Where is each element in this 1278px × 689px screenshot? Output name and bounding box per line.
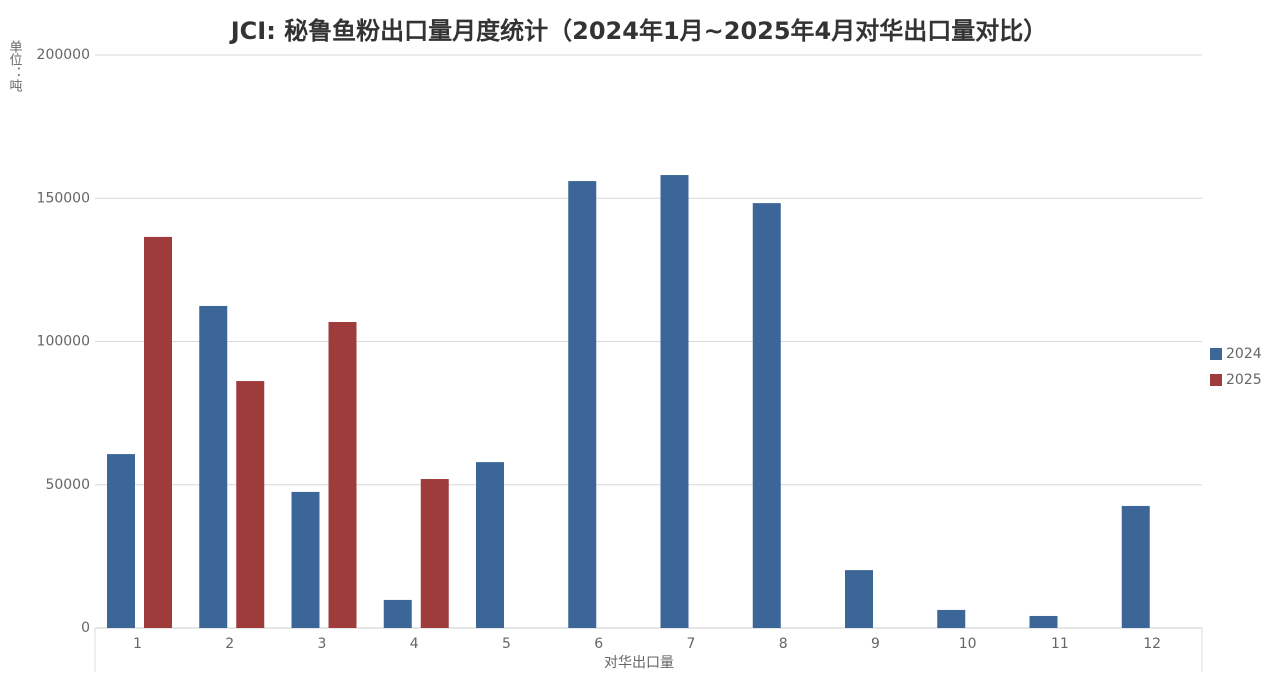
y-tick-label: 200000 <box>37 47 90 63</box>
bar <box>144 236 172 629</box>
bar <box>291 491 320 628</box>
x-tick-label: 6 <box>594 636 603 652</box>
x-tick-label: 10 <box>959 636 977 652</box>
legend-swatch <box>1210 348 1222 360</box>
bar <box>568 181 597 628</box>
chart-title: JCI: 秘鲁鱼粉出口量月度统计（2024年1月~2025年4月对华出口量对比） <box>229 17 1048 45</box>
bar <box>107 454 135 628</box>
bar <box>1029 615 1058 628</box>
y-tick-label: 50000 <box>45 477 90 493</box>
bar <box>845 570 873 628</box>
bar <box>199 305 228 628</box>
x-tick-label: 5 <box>502 636 511 652</box>
x-tick-label: 3 <box>317 636 326 652</box>
bar <box>937 609 966 628</box>
x-tick-label: 12 <box>1143 636 1161 652</box>
x-tick-label: 7 <box>686 636 695 652</box>
x-tick-label: 8 <box>779 636 788 652</box>
y-axis-label: 单位：吨 <box>7 40 23 92</box>
bar <box>476 462 504 628</box>
legend-swatch <box>1210 374 1222 386</box>
x-tick-label: 9 <box>871 636 880 652</box>
y-tick-label: 150000 <box>37 190 90 206</box>
bar <box>752 203 781 629</box>
bar <box>383 599 412 628</box>
y-tick-label: 100000 <box>37 334 90 350</box>
bar <box>328 322 357 628</box>
x-tick-label: 1 <box>133 636 142 652</box>
bar <box>660 175 689 628</box>
x-tick-label: 11 <box>1051 636 1069 652</box>
x-tick-label: 4 <box>410 636 419 652</box>
bar <box>1121 505 1150 628</box>
bar <box>420 479 449 628</box>
x-tick-label: 2 <box>225 636 234 652</box>
x-axis-label: 对华出口量 <box>604 655 674 671</box>
y-tick-label: 0 <box>81 620 90 636</box>
legend-label: 2024 <box>1226 346 1262 362</box>
bar <box>236 381 265 628</box>
legend-label: 2025 <box>1226 372 1262 388</box>
